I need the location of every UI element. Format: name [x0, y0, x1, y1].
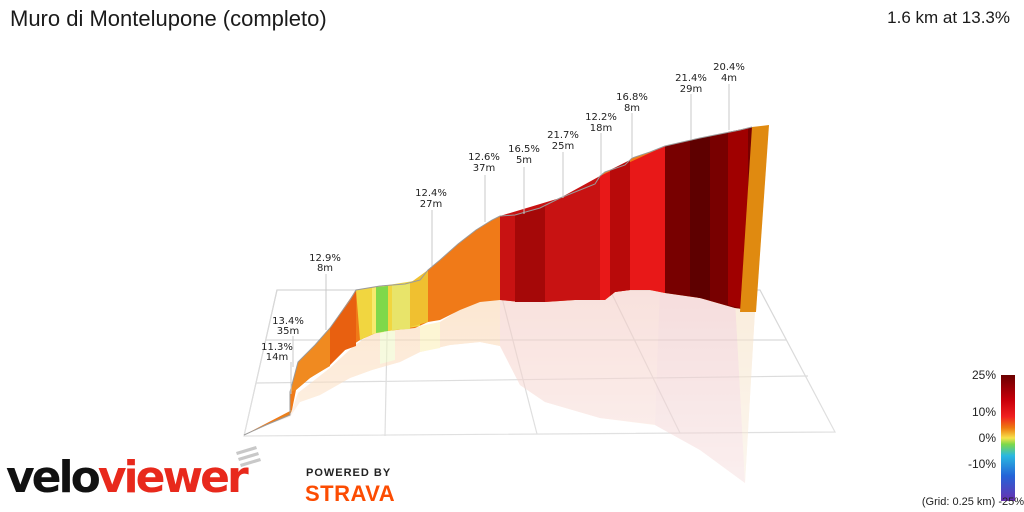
legend-label-zero: 0% [979, 431, 997, 445]
annotation-length: 14m [266, 352, 288, 363]
annotation-length: 8m [624, 103, 640, 114]
logo-text-velo: velo [6, 452, 101, 503]
annotation-length: 5m [516, 155, 532, 166]
legend-label-max: 25% [972, 368, 996, 382]
annotation-length: 25m [552, 141, 574, 152]
annotation-gradient: 12.2% [585, 112, 617, 123]
grid-note: (Grid: 0.25 km) -25% [922, 496, 1024, 508]
legend-label-neg10: -10% [968, 457, 996, 471]
legend-label-min: -25% [998, 496, 1024, 508]
legend-label-10: 10% [972, 405, 996, 419]
gradient-legend-bar [1001, 375, 1015, 501]
logo-text-viewer: viewer [97, 452, 249, 503]
annotation-gradient: 11.3% [261, 342, 293, 353]
annotation-length: 18m [590, 123, 612, 134]
annotation-gradient: 12.9% [309, 253, 341, 264]
annotation-gradient: 21.7% [547, 130, 579, 141]
powered-by-label: POWERED BY [306, 467, 392, 479]
veloviewer-logo[interactable]: veloviewer [6, 456, 249, 500]
profile-end-cap [740, 125, 769, 312]
page-title: Muro di Montelupone (completo) [10, 6, 327, 31]
annotation-length: 35m [277, 326, 299, 337]
annotation-gradient: 21.4% [675, 73, 707, 84]
annotation-gradient: 16.8% [616, 92, 648, 103]
strava-logo[interactable]: STRAVA [305, 481, 396, 506]
annotation-length: 4m [721, 73, 737, 84]
annotation-gradient: 16.5% [508, 144, 540, 155]
annotation-length: 27m [420, 199, 442, 210]
grid-note-text: (Grid: 0.25 km) [921, 496, 996, 508]
climb-summary: 1.6 km at 13.3% [887, 8, 1010, 27]
annotation-gradient: 12.4% [415, 188, 447, 199]
annotation-gradient: 12.6% [468, 152, 500, 163]
profile-ribbon [243, 125, 769, 436]
gradient-legend: 25% 10% 0% -10% [968, 368, 1015, 501]
segment-annotations: 11.3% 14m 13.4% 35m 12.9% 8m 12.4% 27m 1… [261, 62, 745, 363]
annotation-leaders [290, 84, 730, 394]
annotation-gradient: 13.4% [272, 316, 304, 327]
annotation-length: 37m [473, 163, 495, 174]
annotation-length: 29m [680, 84, 702, 95]
annotation-length: 8m [317, 263, 333, 274]
logo-stripes [236, 446, 261, 467]
annotation-gradient: 20.4% [713, 62, 745, 73]
profile-reflection [0, 285, 1024, 485]
